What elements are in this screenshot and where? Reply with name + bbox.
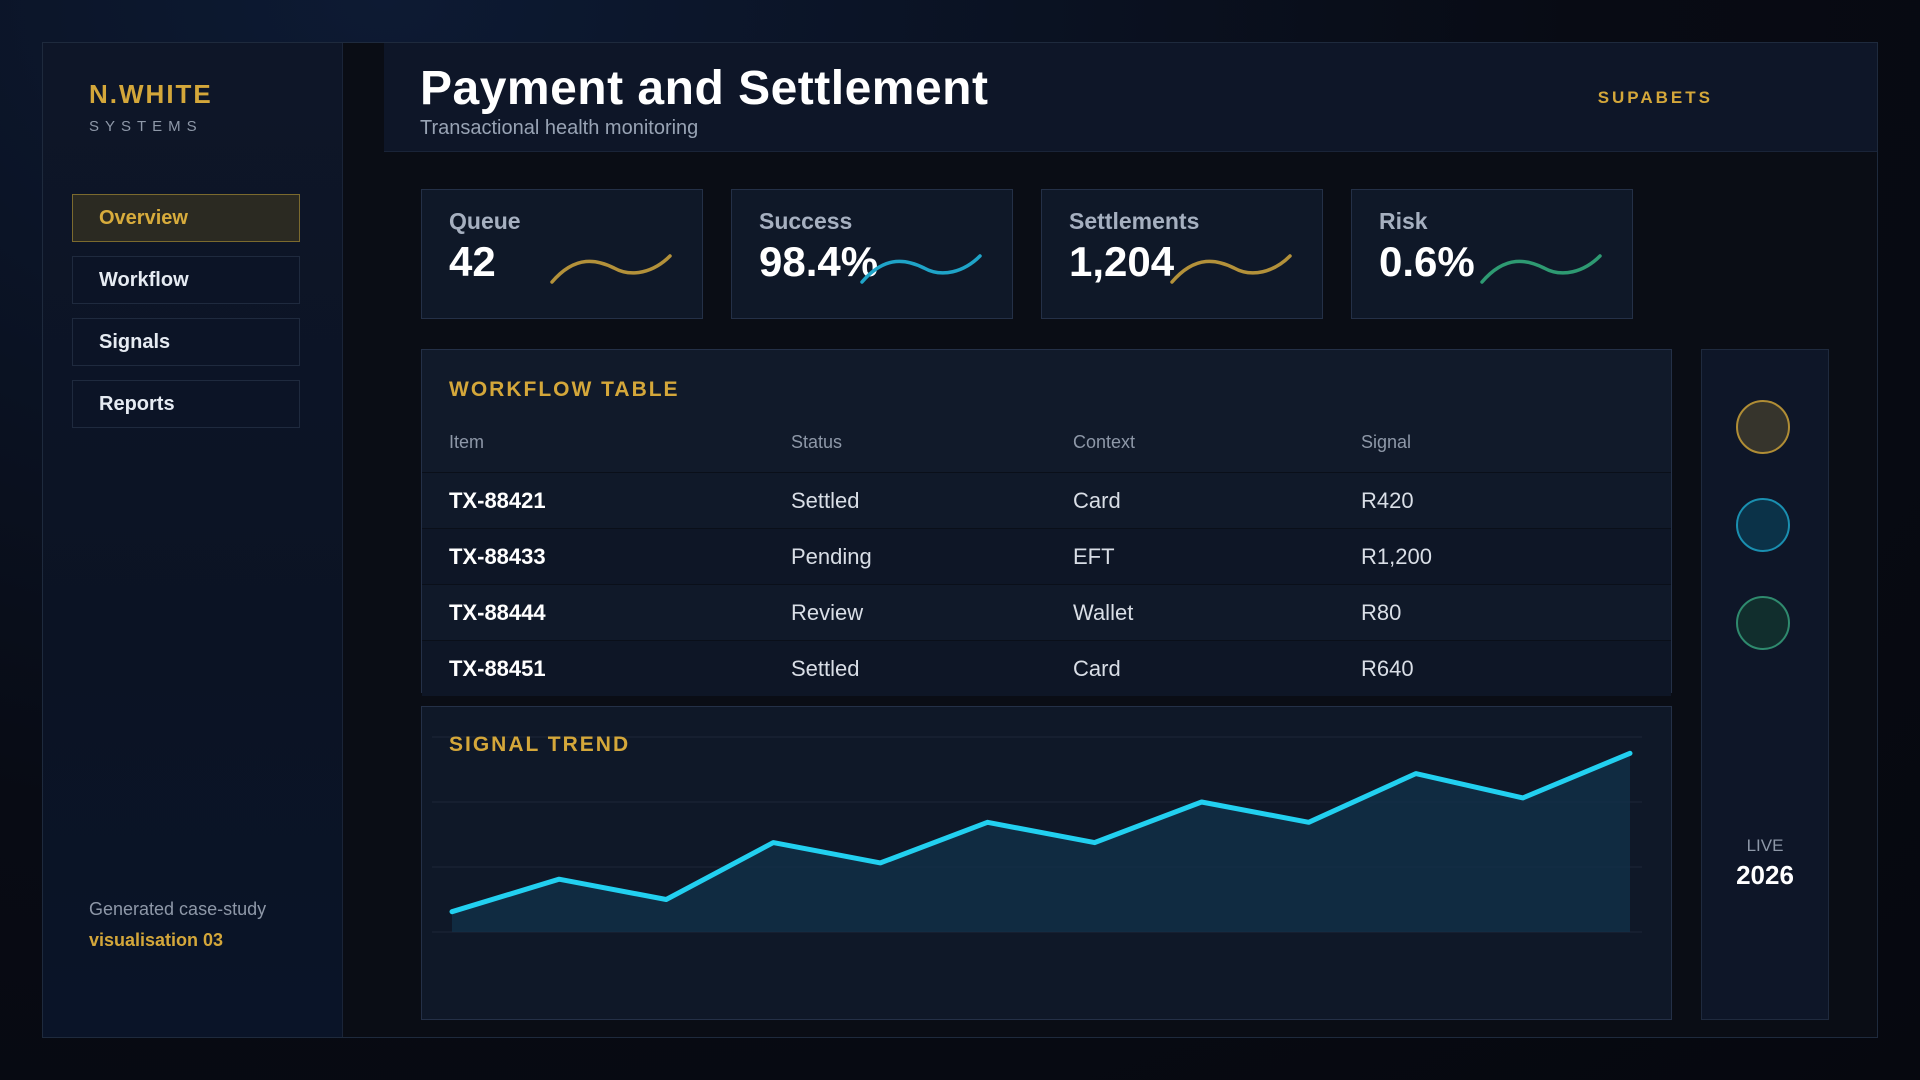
cell-item: TX-88421	[449, 488, 546, 513]
sparkline-icon	[550, 254, 672, 284]
cell-status: Pending	[791, 544, 872, 569]
table-row[interactable]: TX-88421 Settled Card R420	[422, 472, 1671, 528]
column-header-item: Item	[449, 432, 485, 452]
workflow-table: WORKFLOW TABLE Item Status Context Signa…	[421, 349, 1672, 696]
brand: N.WHITE SYSTEMS	[89, 79, 213, 135]
table-row[interactable]: TX-88444 Review Wallet R80	[422, 584, 1671, 640]
cell-status: Settled	[791, 488, 860, 513]
cell-item: TX-88444	[449, 600, 546, 625]
sparkline-icon	[1480, 254, 1602, 284]
brand-subtitle: SYSTEMS	[89, 118, 203, 135]
footer-highlight: visualisation 03	[89, 930, 224, 950]
cell-context: EFT	[1073, 544, 1115, 569]
page-subtitle: Transactional health monitoring	[420, 117, 699, 139]
sidebar-footer: Generated case-study visualisation 03	[89, 899, 266, 951]
cell-signal: R80	[1361, 600, 1402, 625]
sparkline-icon	[1170, 254, 1292, 284]
status-rail: LIVE 2026	[1701, 349, 1829, 1020]
kpi-value: 98.4%	[759, 238, 879, 285]
nav-item-signals[interactable]: Signals	[72, 318, 300, 366]
sparkline-icon	[860, 254, 982, 284]
column-header-status: Status	[791, 432, 843, 452]
nav-item-label: Reports	[99, 392, 175, 415]
column-header-context: Context	[1073, 432, 1136, 452]
partner-brand: SUPABETS	[1597, 88, 1713, 107]
kpi-card-risk: Risk 0.6%	[1351, 189, 1633, 319]
kpi-value: 0.6%	[1379, 238, 1475, 285]
status-indicator-green[interactable]	[1736, 596, 1790, 650]
cell-signal: R1,200	[1361, 544, 1432, 569]
nav-item-reports[interactable]: Reports	[72, 380, 300, 428]
cell-item: TX-88433	[449, 544, 546, 569]
kpi-label: Risk	[1379, 208, 1428, 234]
kpi-label: Queue	[449, 208, 521, 234]
nav-item-label: Workflow	[99, 268, 189, 291]
sparkline-path	[1480, 254, 1602, 284]
sparkline-path	[860, 254, 982, 284]
cell-item: TX-88451	[449, 656, 546, 681]
nav-item-label: Overview	[99, 206, 188, 229]
kpi-card-success: Success 98.4%	[731, 189, 1013, 319]
page-title: Payment and Settlement	[420, 62, 989, 115]
kpi-label: Settlements	[1069, 208, 1200, 234]
cell-status: Settled	[791, 656, 860, 681]
table-row[interactable]: TX-88433 Pending EFT R1,200	[422, 528, 1671, 584]
app-frame: N.WHITE SYSTEMS Overview Workflow Signal…	[42, 42, 1878, 1038]
sparkline-path	[1170, 254, 1292, 284]
kpi-card-settlements: Settlements 1,204	[1041, 189, 1323, 319]
kpi-card-queue: Queue 42	[421, 189, 703, 319]
brand-name: N.WHITE	[89, 79, 213, 109]
live-label: LIVE	[1746, 836, 1784, 855]
column-header-signal: Signal	[1361, 432, 1412, 452]
trend-line	[449, 750, 1633, 915]
table-row[interactable]: TX-88451 Settled Card R640	[422, 640, 1671, 696]
nav-item-workflow[interactable]: Workflow	[72, 256, 300, 304]
footer-caption: Generated case-study	[89, 899, 267, 919]
kpi-value: 42	[449, 238, 496, 285]
cell-signal: R640	[1361, 656, 1414, 681]
sidebar: N.WHITE SYSTEMS Overview Workflow Signal…	[43, 43, 343, 1037]
status-indicator-cyan[interactable]	[1736, 498, 1790, 552]
page-header: Payment and Settlement Transactional hea…	[384, 43, 1877, 152]
kpi-value: 1,204	[1069, 238, 1175, 285]
live-year: 2026	[1736, 860, 1794, 890]
cell-context: Card	[1073, 656, 1121, 681]
signal-trend-panel: SIGNAL TREND	[421, 706, 1672, 1020]
cell-status: Review	[791, 600, 864, 625]
cell-signal: R420	[1361, 488, 1414, 513]
cell-context: Card	[1073, 488, 1121, 513]
chart-title: SIGNAL TREND	[449, 733, 631, 756]
trend-area	[452, 753, 1630, 932]
cell-context: Wallet	[1073, 600, 1134, 625]
signal-trend-chart	[432, 736, 1642, 933]
status-indicator-gold[interactable]	[1736, 400, 1790, 454]
nav-item-overview[interactable]: Overview	[72, 194, 300, 242]
nav-item-label: Signals	[99, 330, 171, 353]
panel-title: WORKFLOW TABLE	[449, 378, 680, 401]
kpi-label: Success	[759, 208, 853, 234]
sparkline-path	[550, 254, 672, 284]
